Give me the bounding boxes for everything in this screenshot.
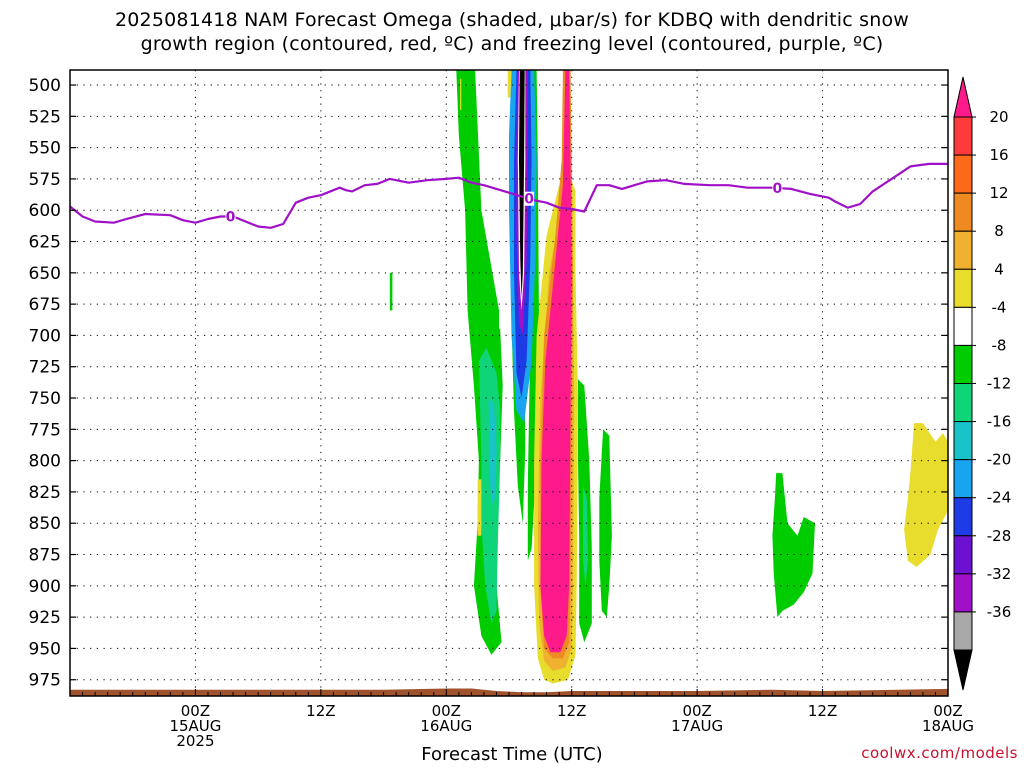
y-tick-label-950: 950 xyxy=(29,639,61,659)
colorbar-label-0: 20 xyxy=(989,108,1008,126)
x-tick-label-0-1: 15AUG xyxy=(169,717,221,735)
x-axis-label: Forecast Time (UTC) xyxy=(421,744,603,765)
y-tick-label-650: 650 xyxy=(29,264,61,284)
y-tick-label-975: 975 xyxy=(29,671,61,691)
y-axis: 500 525 550 575 600 625 650 675 700 725 750 775 800 8… xyxy=(29,76,948,691)
x-tick-label-0-2: 2025 xyxy=(176,732,214,750)
freezing-label-bg-1 xyxy=(524,191,535,206)
colorbar-label-7: -12 xyxy=(987,375,1012,393)
colorbar-box-5 xyxy=(953,306,973,346)
colorbar-label-6: -8 xyxy=(992,336,1007,354)
freezing-level-line xyxy=(70,162,948,229)
colorbar-label-4: 4 xyxy=(994,260,1004,278)
chart-title-line2: growth region (contoured, red, ºC) and f… xyxy=(140,33,884,55)
omega-shading xyxy=(70,70,948,696)
y-tick-label-525: 525 xyxy=(29,107,61,127)
x-tick-label-50-0: 12Z xyxy=(808,702,837,720)
colorbar-box-11 xyxy=(953,535,973,575)
colorbar-box-3 xyxy=(953,230,973,270)
chart-title: 2025081418 NAM Forecast Omega (shaded, μ… xyxy=(0,8,1024,56)
colorbar-label-12: -32 xyxy=(987,565,1012,583)
freezing-label-1: 0 xyxy=(524,192,534,208)
colorbar-label-3: 8 xyxy=(994,222,1004,240)
omega-region-18 xyxy=(540,70,572,653)
colorbar-label-1: 16 xyxy=(989,146,1008,164)
colorbar-box-4 xyxy=(953,268,973,308)
x-tick-label-20-1: 16AUG xyxy=(420,717,472,735)
colorbar-label-10: -24 xyxy=(987,489,1012,507)
colorbar-box-1 xyxy=(953,154,973,194)
colorbar-label-2: 12 xyxy=(989,184,1008,202)
y-tick-label-675: 675 xyxy=(29,295,61,315)
y-tick-label-600: 600 xyxy=(29,201,61,221)
colorbar-bottom-arrow xyxy=(953,649,973,691)
y-tick-label-800: 800 xyxy=(29,452,61,472)
colorbar-box-13 xyxy=(953,611,973,651)
y-tick-label-850: 850 xyxy=(29,514,61,534)
omega-region-11 xyxy=(904,423,948,567)
omega-region-8 xyxy=(583,485,588,586)
y-tick-label-825: 825 xyxy=(29,483,61,503)
omega-region-5 xyxy=(488,398,497,505)
omega-region-23 xyxy=(519,70,525,298)
y-tick-label-750: 750 xyxy=(29,389,61,409)
colorbar-label-9: -20 xyxy=(987,451,1012,469)
omega-region-14 xyxy=(507,70,512,98)
y-tick-label-775: 775 xyxy=(29,420,61,440)
freezing-label-bg-2 xyxy=(772,181,783,196)
y-tick-label-550: 550 xyxy=(29,139,61,159)
colorbar-box-6 xyxy=(953,344,973,384)
colorbar-label-13: -36 xyxy=(987,603,1012,621)
colorbar-top-arrow xyxy=(953,76,973,118)
credit-text: coolwx.com/models xyxy=(861,744,1018,762)
colorbar-label-5: -4 xyxy=(992,298,1007,316)
x-tick-label-10-0: 12Z xyxy=(306,702,335,720)
colorbar-box-12 xyxy=(953,573,973,613)
colorbar-box-0 xyxy=(953,116,973,156)
x-tick-label-0-0: 00Z xyxy=(181,702,210,720)
omega-region-7 xyxy=(599,429,612,618)
x-tick-label-40-0: 00Z xyxy=(682,702,711,720)
x-tick-label-30-0: 12Z xyxy=(557,702,586,720)
x-tick-label-60-0: 00Z xyxy=(933,702,962,720)
y-tick-label-725: 725 xyxy=(29,358,61,378)
freezing-label-2: 0 xyxy=(773,181,783,197)
omega-region-10 xyxy=(772,473,815,618)
omega-region-4 xyxy=(478,347,501,624)
colorbar-label-8: -16 xyxy=(987,413,1012,431)
colorbar: 20 16 12 8 4 -4 -8 -12 -16 -20 -24 -28 -32 -36 xyxy=(953,76,1012,691)
colorbar-box-2 xyxy=(953,192,973,232)
omega-region-12 xyxy=(460,78,462,111)
freezing-label-0: 0 xyxy=(226,209,236,225)
x-tick-label-60-1: 18AUG xyxy=(922,717,974,735)
colorbar-box-10 xyxy=(953,497,973,537)
y-tick-label-625: 625 xyxy=(29,233,61,253)
freezing-label-bg-0 xyxy=(225,209,236,224)
y-tick-label-925: 925 xyxy=(29,608,61,628)
y-tick-label-575: 575 xyxy=(29,170,61,190)
y-tick-label-900: 900 xyxy=(29,577,61,597)
chart-title-line1: 2025081418 NAM Forecast Omega (shaded, μ… xyxy=(114,9,910,31)
freezing-level: 0 0 0 xyxy=(70,162,948,229)
colorbar-box-9 xyxy=(953,459,973,499)
y-tick-label-875: 875 xyxy=(29,546,61,566)
omega-region-13 xyxy=(477,479,482,536)
x-tick-label-40-1: 17AUG xyxy=(671,717,723,735)
colorbar-box-8 xyxy=(953,421,973,461)
omega-region-9 xyxy=(389,272,393,311)
x-tick-label-20-0: 00Z xyxy=(432,702,461,720)
y-tick-label-700: 700 xyxy=(29,326,61,346)
colorbar-label-11: -28 xyxy=(987,527,1012,545)
colorbar-box-7 xyxy=(953,383,973,423)
y-tick-label-500: 500 xyxy=(29,76,61,96)
